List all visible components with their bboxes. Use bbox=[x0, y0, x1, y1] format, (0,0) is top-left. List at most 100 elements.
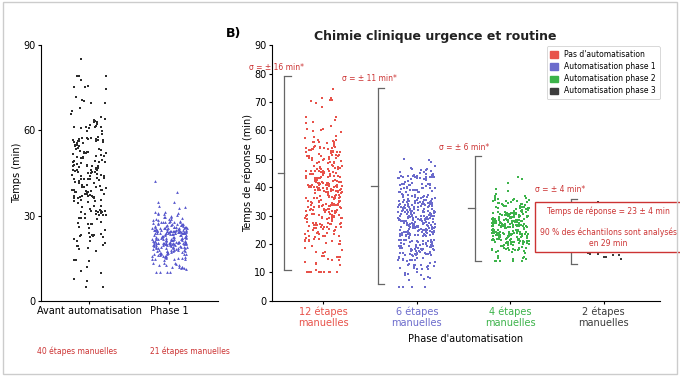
Point bbox=[515, 213, 526, 219]
Point bbox=[416, 247, 427, 253]
Point bbox=[429, 213, 440, 219]
Point bbox=[318, 145, 329, 151]
Point bbox=[517, 255, 528, 261]
Point bbox=[421, 215, 432, 221]
Point bbox=[312, 180, 323, 186]
Point bbox=[85, 206, 96, 212]
Point bbox=[326, 150, 337, 156]
Point bbox=[410, 174, 421, 180]
Point bbox=[154, 250, 165, 256]
Point bbox=[160, 241, 171, 247]
Point bbox=[592, 236, 603, 242]
Point bbox=[159, 232, 170, 238]
Point bbox=[404, 232, 415, 238]
Point bbox=[415, 226, 426, 232]
Point bbox=[175, 232, 186, 238]
Point bbox=[181, 251, 192, 257]
Point bbox=[180, 254, 190, 260]
Point bbox=[511, 198, 522, 204]
Point bbox=[524, 241, 534, 247]
Point bbox=[165, 237, 176, 243]
Point bbox=[96, 210, 107, 216]
Point bbox=[150, 230, 161, 236]
Point bbox=[602, 236, 613, 242]
Point bbox=[395, 243, 406, 249]
Point bbox=[326, 148, 337, 154]
Point bbox=[513, 217, 524, 223]
Point bbox=[326, 200, 337, 206]
Point bbox=[160, 245, 171, 251]
Point bbox=[402, 185, 413, 191]
Point bbox=[423, 223, 434, 229]
Point bbox=[313, 136, 324, 143]
Point bbox=[173, 229, 184, 235]
Point bbox=[326, 216, 337, 222]
Point bbox=[155, 250, 166, 256]
Point bbox=[498, 217, 509, 223]
Point bbox=[615, 220, 626, 226]
Point bbox=[100, 208, 111, 214]
Point bbox=[323, 194, 334, 200]
Point bbox=[150, 237, 161, 243]
Point bbox=[424, 182, 435, 188]
Point bbox=[75, 215, 86, 221]
Point bbox=[76, 97, 87, 103]
Point bbox=[423, 238, 434, 244]
Point bbox=[306, 98, 317, 104]
Point bbox=[489, 230, 500, 236]
Point bbox=[513, 222, 524, 228]
Point bbox=[163, 219, 174, 225]
Point bbox=[305, 184, 316, 190]
Point bbox=[320, 207, 331, 213]
Point bbox=[315, 221, 326, 227]
Point bbox=[584, 242, 595, 248]
Point bbox=[395, 245, 406, 251]
Point bbox=[506, 230, 517, 237]
Point bbox=[512, 223, 523, 229]
Point bbox=[420, 251, 431, 257]
Point bbox=[325, 202, 336, 208]
Point bbox=[180, 256, 190, 262]
Point bbox=[160, 253, 171, 259]
Point bbox=[492, 196, 503, 202]
Point bbox=[423, 212, 434, 218]
Point bbox=[305, 171, 316, 177]
Point bbox=[610, 242, 621, 248]
Point bbox=[157, 219, 168, 225]
Point bbox=[333, 166, 343, 172]
Point bbox=[162, 223, 173, 229]
Point bbox=[166, 221, 177, 227]
Point bbox=[596, 236, 607, 242]
Point bbox=[406, 258, 417, 264]
Point bbox=[177, 264, 188, 270]
Point bbox=[72, 243, 83, 249]
Point bbox=[306, 211, 317, 217]
Point bbox=[314, 236, 325, 242]
Point bbox=[517, 223, 528, 229]
Point bbox=[598, 230, 609, 237]
Point bbox=[407, 193, 418, 199]
Point bbox=[594, 232, 605, 238]
Point bbox=[307, 220, 318, 226]
Point bbox=[327, 163, 338, 169]
Point bbox=[325, 221, 336, 227]
Point bbox=[158, 233, 169, 239]
Point bbox=[68, 124, 79, 130]
Point bbox=[156, 251, 167, 257]
Point bbox=[409, 262, 420, 268]
Point bbox=[71, 142, 82, 148]
Point bbox=[153, 210, 164, 216]
Point bbox=[508, 228, 519, 234]
Point bbox=[154, 269, 165, 275]
Point bbox=[394, 189, 405, 195]
Point bbox=[599, 225, 610, 231]
Point bbox=[67, 172, 78, 178]
Point bbox=[174, 227, 185, 233]
Point bbox=[79, 84, 90, 90]
Point bbox=[324, 203, 335, 209]
Point bbox=[89, 194, 100, 200]
Point bbox=[509, 210, 520, 216]
Point bbox=[100, 100, 111, 106]
Point bbox=[99, 173, 109, 179]
Point bbox=[96, 231, 107, 237]
